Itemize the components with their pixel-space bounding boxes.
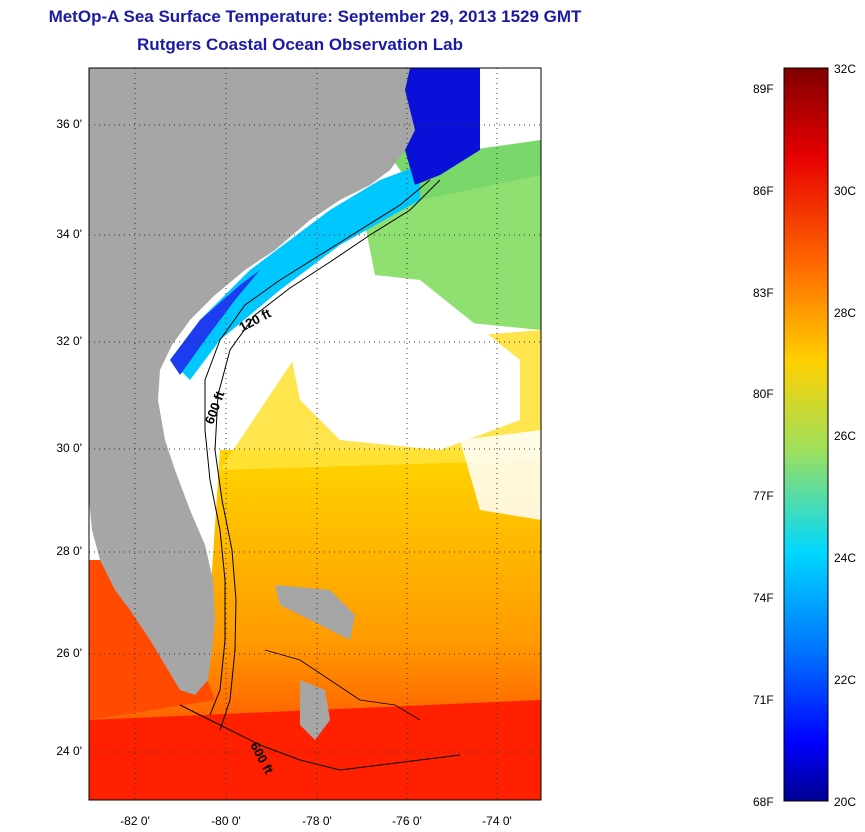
colorbar-fahrenheit-label: 86F — [753, 184, 774, 198]
colorbar-fahrenheit-label: 71F — [753, 693, 774, 707]
colorbar-celsius-label: 28C — [834, 306, 857, 320]
land-island — [275, 585, 355, 640]
colorbar-celsius-label: 26C — [834, 429, 857, 443]
lat-tick: 30 0' — [56, 441, 82, 455]
lon-tick: -78 0' — [302, 814, 332, 828]
lon-tick: -76 0' — [392, 814, 422, 828]
map-title: MetOp-A Sea Surface Temperature: Septemb… — [48, 7, 582, 26]
lon-tick: -80 0' — [211, 814, 241, 828]
contour-600ft — [214, 179, 441, 731]
colorbar-fahrenheit-label: 83F — [753, 286, 774, 300]
lat-tick: 36 0' — [56, 117, 82, 131]
land-island — [300, 680, 330, 740]
colorbar-fahrenheit-label: 74F — [753, 591, 774, 605]
lat-tick: 34 0' — [56, 227, 82, 241]
contour-bank — [264, 649, 421, 721]
lon-tick: -74 0' — [482, 814, 512, 828]
contour-600ft-south — [179, 704, 461, 771]
cloud-patch — [280, 270, 520, 450]
colorbar-celsius-label: 30C — [834, 184, 857, 198]
lat-tick: 28 0' — [56, 544, 82, 558]
lon-tick: -82 0' — [120, 814, 150, 828]
coastal-blue-water — [170, 270, 260, 375]
land-mainland — [89, 68, 415, 695]
colorbar-fahrenheit-label: 80F — [753, 387, 774, 401]
colorbar-celsius-label: 24C — [834, 551, 857, 565]
map-frame — [88, 67, 542, 801]
colorbar-fahrenheit-label: 77F — [753, 489, 774, 503]
north-cold-water — [405, 68, 480, 185]
coastal-cyan-water — [170, 165, 420, 380]
colorbar-scale — [783, 67, 829, 802]
colorbar-celsius-label: 32C — [834, 62, 857, 76]
colorbar-celsius-label: 22C — [834, 673, 857, 687]
lat-tick: 26 0' — [56, 646, 82, 660]
contour-120ft — [204, 179, 431, 716]
straits-hot-water — [89, 700, 541, 800]
colorbar-fahrenheit-label: 68F — [753, 795, 774, 809]
lat-tick: 24 0' — [56, 744, 82, 758]
lat-tick: 32 0' — [56, 334, 82, 348]
graticule — [89, 68, 541, 800]
map-subtitle: Rutgers Coastal Ocean Observation Lab — [137, 35, 463, 54]
cloud-patch — [460, 430, 541, 520]
colorbar-fahrenheit-label: 89F — [753, 82, 774, 96]
colorbar-celsius-label: 20C — [834, 795, 857, 809]
